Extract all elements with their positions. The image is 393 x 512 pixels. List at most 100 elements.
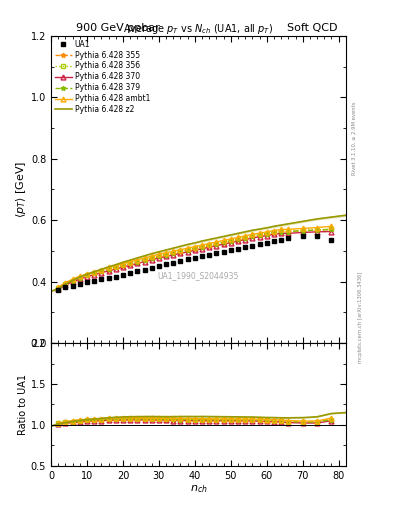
Pythia 6.428 370 [114,266,118,272]
Pythia 6.428 356 [329,226,334,232]
Pythia 6.428 379 [121,262,125,268]
Pythia 6.428 379 [164,251,169,258]
Pythia 6.428 ambt1 [56,284,61,290]
Pythia 6.428 356 [250,233,255,239]
Pythia 6.428 z2 [128,257,132,263]
Pythia 6.428 355 [185,247,190,253]
Pythia 6.428 z2 [343,212,348,218]
Pythia 6.428 ambt1 [243,233,248,239]
Pythia 6.428 370 [142,259,147,265]
Pythia 6.428 379 [63,281,68,287]
Line: Pythia 6.428 379: Pythia 6.428 379 [56,227,334,291]
UA1 [185,257,190,263]
UA1 [121,272,125,278]
Pythia 6.428 356 [92,270,97,276]
UA1 [272,238,276,244]
Pythia 6.428 379 [221,239,226,245]
Pythia 6.428 355 [300,228,305,234]
Pythia 6.428 z2 [207,237,211,243]
UA1 [300,233,305,240]
UA1 [200,253,204,260]
Pythia 6.428 370 [214,243,219,249]
Pythia 6.428 370 [149,257,154,263]
UA1 [221,249,226,255]
Pythia 6.428 356 [128,261,132,267]
Pythia 6.428 356 [70,278,75,284]
Pythia 6.428 z2 [63,281,68,287]
UA1 [114,273,118,280]
Line: Pythia 6.428 355: Pythia 6.428 355 [56,227,334,291]
Pythia 6.428 356 [257,232,262,238]
UA1 [135,268,140,274]
Pythia 6.428 ambt1 [128,259,132,265]
Pythia 6.428 370 [84,273,89,280]
UA1 [243,244,248,250]
Text: UA1_1990_S2044935: UA1_1990_S2044935 [158,271,239,280]
Pythia 6.428 ambt1 [142,255,147,261]
Pythia 6.428 370 [264,232,269,239]
Pythia 6.428 379 [286,228,291,234]
UA1 [164,261,169,267]
Pythia 6.428 356 [207,242,211,248]
UA1 [329,237,334,243]
Pythia 6.428 z2 [178,243,183,249]
Pythia 6.428 ambt1 [84,271,89,277]
Pythia 6.428 356 [56,285,61,291]
Pythia 6.428 z2 [243,229,248,235]
Pythia 6.428 ambt1 [106,264,111,270]
Pythia 6.428 379 [236,236,241,242]
UA1 [250,243,255,249]
Pythia 6.428 z2 [142,253,147,259]
Pythia 6.428 z2 [77,274,82,280]
Pythia 6.428 379 [300,227,305,233]
Pythia 6.428 355 [121,263,125,269]
Pythia 6.428 ambt1 [207,241,211,247]
Pythia 6.428 370 [221,241,226,247]
Pythia 6.428 356 [149,255,154,261]
Pythia 6.428 379 [149,255,154,261]
Pythia 6.428 z2 [221,233,226,240]
Pythia 6.428 370 [178,250,183,257]
Pythia 6.428 z2 [121,259,125,265]
Pythia 6.428 ambt1 [193,244,197,250]
Pythia 6.428 379 [200,244,204,250]
Pythia 6.428 ambt1 [272,227,276,233]
Pythia 6.428 356 [193,245,197,251]
Line: Pythia 6.428 z2: Pythia 6.428 z2 [51,215,346,291]
UA1 [156,263,161,269]
UA1 [286,235,291,241]
Pythia 6.428 355 [200,244,204,250]
Pythia 6.428 379 [257,232,262,238]
Pythia 6.428 ambt1 [236,234,241,241]
Pythia 6.428 355 [272,230,276,236]
Pythia 6.428 z2 [300,218,305,224]
Pythia 6.428 370 [279,230,283,237]
Pythia 6.428 379 [207,242,211,248]
Pythia 6.428 356 [236,236,241,242]
Pythia 6.428 356 [114,264,118,270]
Pythia 6.428 ambt1 [121,261,125,267]
Pythia 6.428 356 [214,241,219,247]
Pythia 6.428 379 [214,241,219,247]
Pythia 6.428 370 [92,272,97,278]
Pythia 6.428 z2 [135,255,140,261]
Pythia 6.428 370 [171,252,176,258]
Pythia 6.428 356 [228,238,233,244]
Pythia 6.428 379 [228,238,233,244]
Pythia 6.428 370 [250,235,255,241]
Pythia 6.428 379 [99,268,104,274]
Pythia 6.428 379 [250,233,255,239]
Pythia 6.428 ambt1 [286,226,291,232]
Pythia 6.428 356 [142,257,147,263]
Pythia 6.428 356 [243,234,248,241]
Pythia 6.428 370 [272,231,276,238]
Pythia 6.428 z2 [70,278,75,284]
UA1 [228,247,233,253]
Pythia 6.428 ambt1 [257,230,262,236]
Pythia 6.428 z2 [286,221,291,227]
Pythia 6.428 355 [70,278,75,284]
Pythia 6.428 370 [121,264,125,270]
Pythia 6.428 z2 [56,285,61,291]
Pythia 6.428 355 [250,233,255,240]
Pythia 6.428 355 [164,252,169,258]
